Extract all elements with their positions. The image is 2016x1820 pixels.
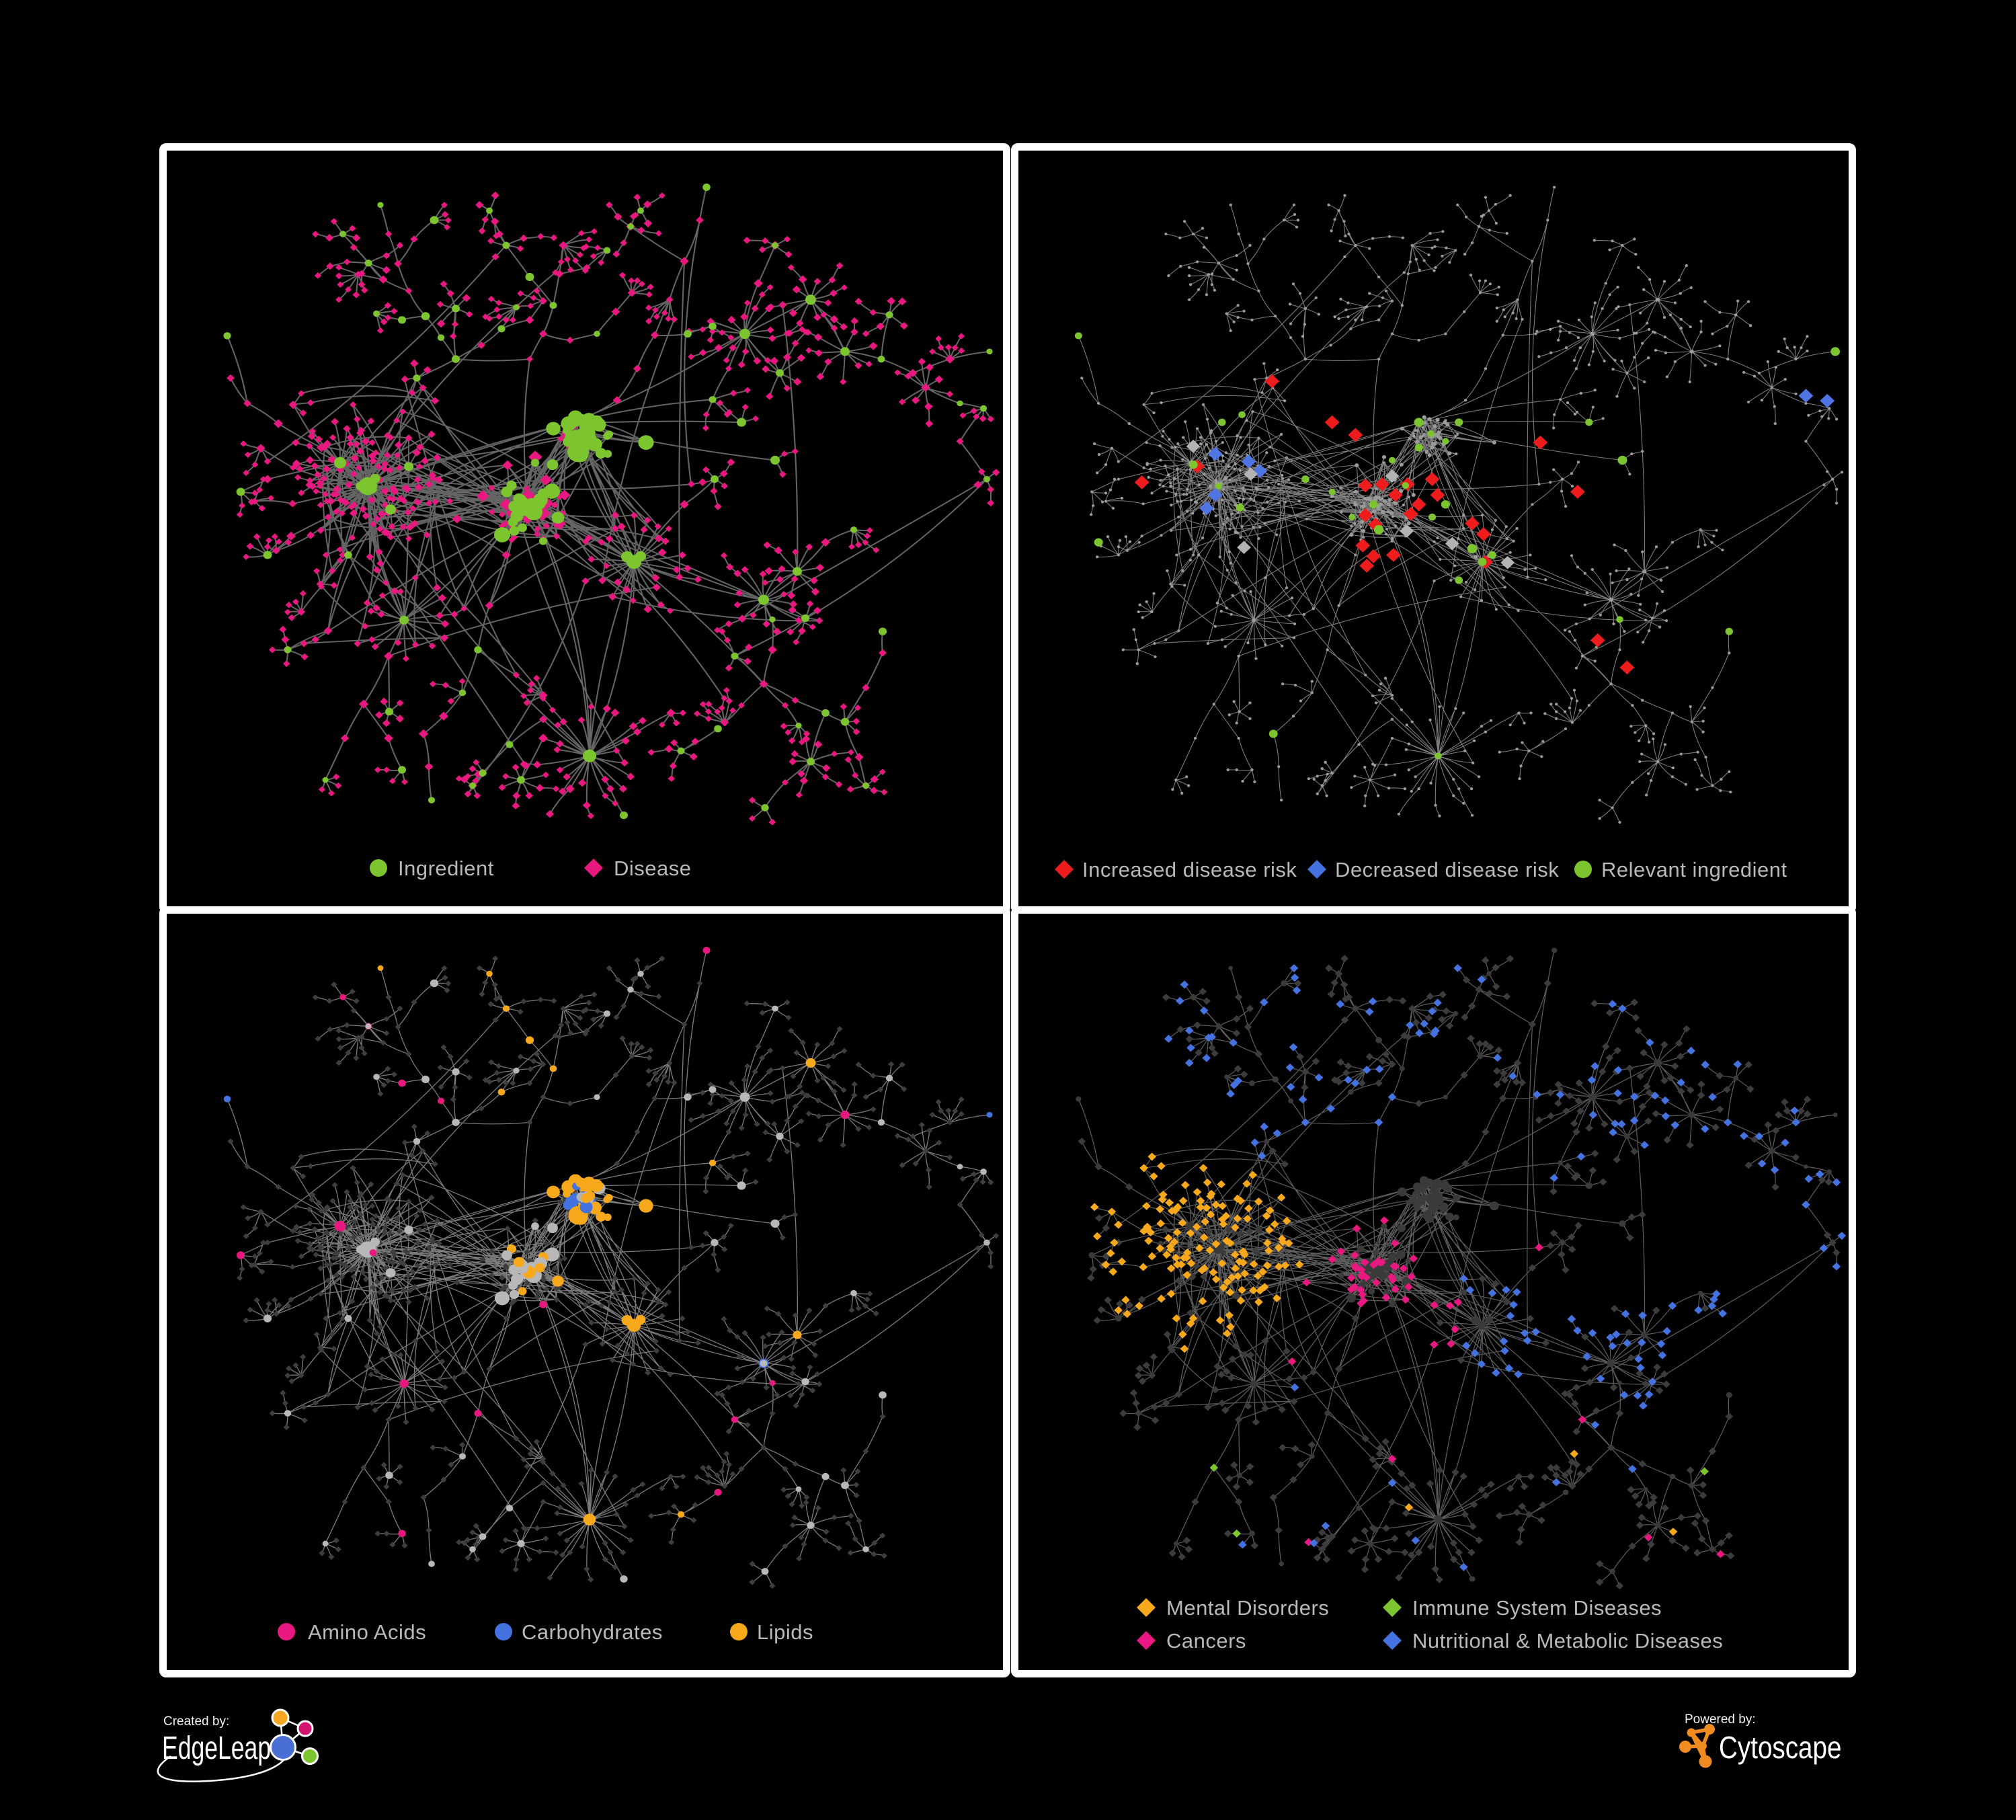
svg-text:Created by:: Created by: [163,1714,229,1729]
svg-text:Increased disease risk: Increased disease risk [1082,858,1297,881]
svg-text:Immune System Diseases: Immune System Diseases [1412,1596,1662,1620]
svg-text:Cancers: Cancers [1166,1629,1246,1653]
svg-text:Relevant ingredient: Relevant ingredient [1601,858,1787,881]
svg-text:Cytoscape: Cytoscape [1719,1731,1842,1765]
svg-text:Ingredient: Ingredient [398,857,494,880]
svg-text:Lipids: Lipids [757,1620,813,1644]
svg-text:Mental Disorders: Mental Disorders [1166,1596,1329,1620]
svg-text:Nutritional & Metabolic Diseas: Nutritional & Metabolic Diseases [1412,1629,1723,1653]
svg-text:Powered by:: Powered by: [1685,1712,1756,1727]
svg-text:EdgeLeap: EdgeLeap [162,1730,271,1766]
svg-text:Decreased disease risk: Decreased disease risk [1335,858,1559,881]
svg-text:Disease: Disease [614,857,692,880]
svg-text:Carbohydrates: Carbohydrates [522,1620,663,1644]
svg-text:Amino Acids: Amino Acids [308,1620,426,1644]
